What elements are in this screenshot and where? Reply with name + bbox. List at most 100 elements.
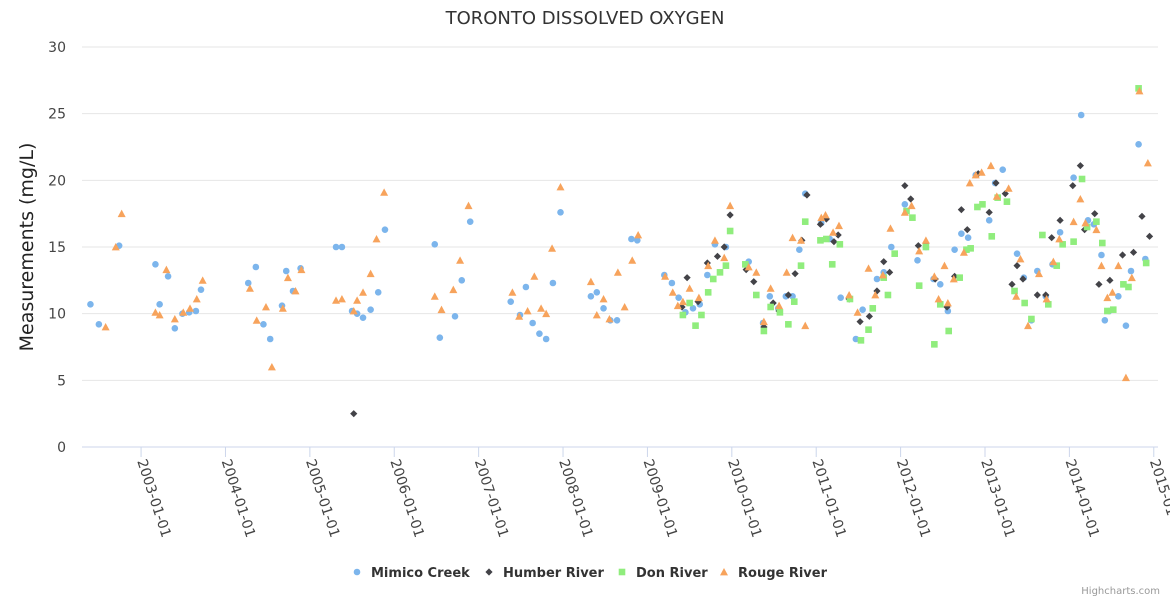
data-point[interactable]	[1039, 231, 1046, 239]
data-point[interactable]	[1099, 239, 1106, 247]
data-point[interactable]	[164, 273, 172, 280]
data-point[interactable]	[549, 279, 557, 287]
data-point[interactable]	[959, 248, 968, 256]
data-point[interactable]	[891, 250, 898, 257]
data-point[interactable]	[956, 274, 963, 281]
data-point[interactable]	[1092, 225, 1101, 234]
data-point[interactable]	[945, 327, 953, 335]
data-point[interactable]	[542, 309, 551, 318]
data-point[interactable]	[197, 286, 205, 293]
data-point[interactable]	[901, 182, 909, 190]
data-point[interactable]	[1001, 190, 1009, 198]
data-point[interactable]	[1049, 257, 1058, 266]
data-point[interactable]	[750, 278, 758, 286]
data-point[interactable]	[760, 327, 768, 335]
data-point[interactable]	[977, 168, 986, 176]
data-point[interactable]	[522, 283, 530, 291]
data-point[interactable]	[1097, 261, 1106, 270]
data-point[interactable]	[788, 233, 797, 242]
data-point[interactable]	[668, 279, 676, 287]
data-point[interactable]	[245, 284, 254, 292]
data-point[interactable]	[367, 306, 374, 313]
data-point[interactable]	[692, 322, 699, 329]
data-point[interactable]	[1143, 159, 1152, 167]
data-point[interactable]	[620, 303, 629, 311]
data-point[interactable]	[934, 295, 943, 303]
data-point[interactable]	[634, 231, 643, 239]
data-point[interactable]	[974, 203, 981, 211]
data-point[interactable]	[914, 242, 922, 250]
data-point[interactable]	[152, 261, 159, 268]
data-point[interactable]	[1106, 276, 1114, 284]
data-point[interactable]	[1033, 291, 1041, 299]
data-point[interactable]	[192, 295, 201, 303]
data-point[interactable]	[675, 294, 682, 301]
data-point[interactable]	[886, 268, 894, 276]
data-point[interactable]	[791, 270, 799, 278]
data-point[interactable]	[628, 235, 635, 243]
data-point[interactable]	[673, 301, 682, 310]
data-point[interactable]	[1135, 141, 1142, 148]
data-point[interactable]	[967, 245, 974, 252]
data-point[interactable]	[726, 211, 734, 219]
data-point[interactable]	[101, 323, 110, 331]
data-point[interactable]	[359, 288, 368, 296]
data-point[interactable]	[971, 171, 980, 179]
data-point[interactable]	[1048, 234, 1056, 242]
data-point[interactable]	[744, 263, 753, 271]
data-point[interactable]	[689, 305, 697, 312]
data-point[interactable]	[1021, 299, 1028, 307]
data-point[interactable]	[767, 303, 774, 311]
data-point[interactable]	[846, 295, 854, 303]
data-point[interactable]	[1081, 219, 1090, 227]
data-point[interactable]	[766, 293, 774, 300]
data-point[interactable]	[1138, 212, 1146, 220]
data-point[interactable]	[587, 293, 595, 300]
data-point[interactable]	[829, 228, 838, 236]
data-point[interactable]	[823, 235, 830, 243]
data-point[interactable]	[1013, 262, 1021, 270]
data-point[interactable]	[359, 314, 367, 321]
data-point[interactable]	[337, 295, 346, 303]
data-point[interactable]	[951, 246, 958, 253]
data-point[interactable]	[965, 179, 974, 187]
data-point[interactable]	[936, 301, 944, 308]
data-point[interactable]	[430, 292, 439, 300]
data-point[interactable]	[986, 161, 995, 170]
data-point[interactable]	[613, 317, 621, 324]
data-point[interactable]	[943, 299, 952, 307]
data-point[interactable]	[155, 311, 164, 319]
data-point[interactable]	[1104, 307, 1111, 315]
data-point[interactable]	[1016, 255, 1025, 263]
data-point[interactable]	[686, 299, 693, 307]
data-point[interactable]	[198, 276, 207, 284]
data-point[interactable]	[1121, 373, 1130, 382]
legend-marker[interactable]	[618, 568, 626, 576]
data-point[interactable]	[964, 234, 972, 241]
data-point[interactable]	[661, 272, 670, 280]
data-point[interactable]	[1042, 295, 1051, 303]
data-point[interactable]	[556, 183, 565, 191]
data-point[interactable]	[985, 217, 993, 224]
data-point[interactable]	[742, 261, 749, 268]
data-point[interactable]	[859, 306, 866, 313]
data-point[interactable]	[726, 201, 735, 210]
data-point[interactable]	[704, 271, 711, 279]
data-point[interactable]	[1127, 273, 1136, 282]
data-point[interactable]	[716, 269, 724, 276]
data-point[interactable]	[722, 262, 730, 269]
data-point[interactable]	[1109, 306, 1117, 313]
data-point[interactable]	[1114, 261, 1123, 270]
data-point[interactable]	[880, 258, 888, 266]
data-point[interactable]	[282, 267, 290, 275]
data-point[interactable]	[1098, 251, 1105, 259]
data-point[interactable]	[252, 263, 260, 271]
data-point[interactable]	[853, 308, 862, 316]
data-point[interactable]	[171, 325, 179, 332]
data-point[interactable]	[1108, 288, 1117, 296]
data-point[interactable]	[1142, 259, 1150, 267]
data-point[interactable]	[921, 236, 930, 244]
data-point[interactable]	[437, 305, 446, 314]
data-point[interactable]	[992, 192, 1001, 200]
data-point[interactable]	[694, 293, 703, 302]
